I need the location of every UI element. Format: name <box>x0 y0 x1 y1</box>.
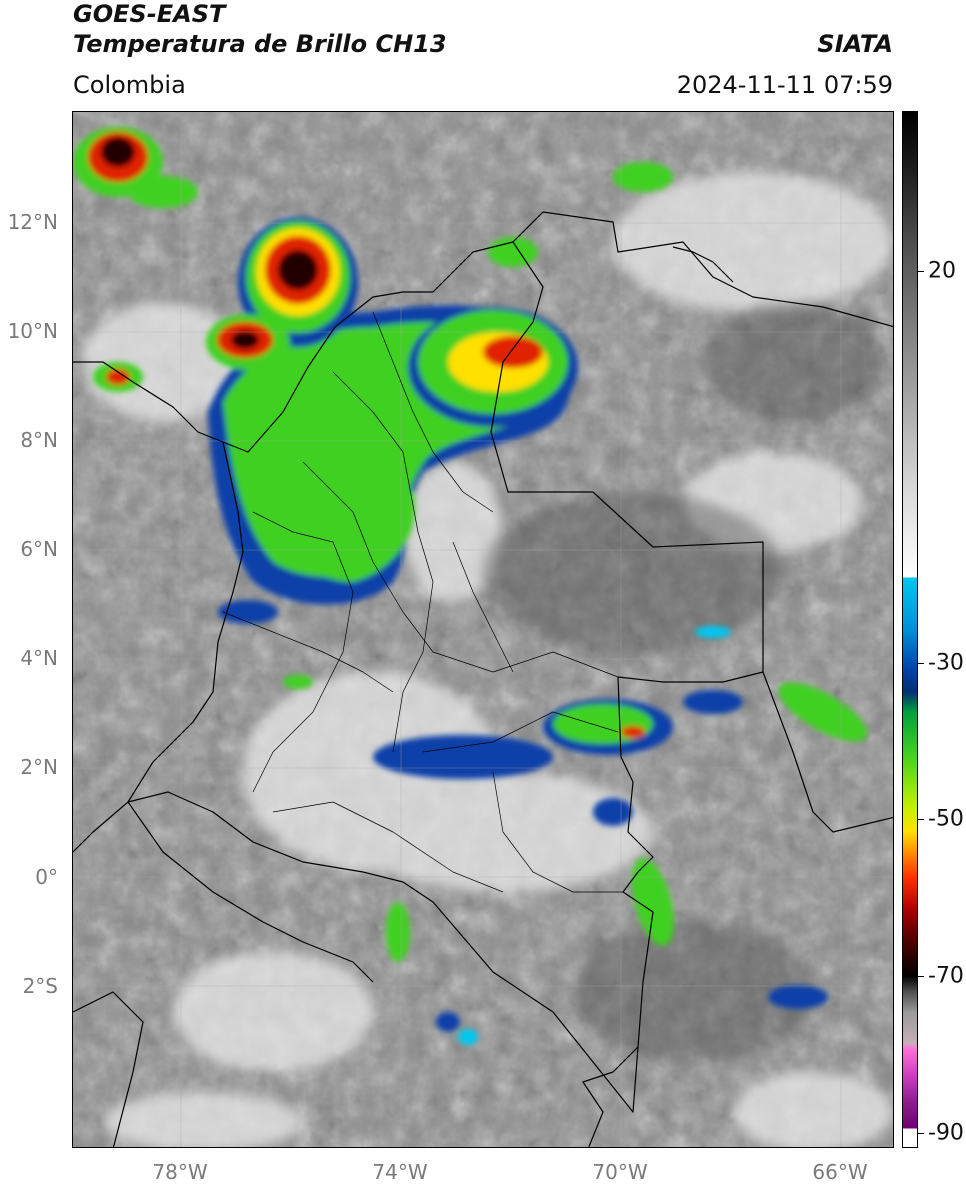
venezuela-border <box>512 211 893 328</box>
storm-west-core <box>231 331 259 349</box>
colorbar-label-minus90: -90 <box>928 1120 964 1146</box>
colombia-outline <box>127 241 764 1113</box>
internal-7 <box>372 311 494 513</box>
storm-carib <box>488 237 538 267</box>
satellite-title: GOES-EAST <box>73 0 226 28</box>
cloud-blue-2 <box>218 600 278 624</box>
colorbar-label-minus50: -50 <box>928 806 964 832</box>
brand-label: SIATA <box>817 30 893 58</box>
map-svg <box>73 112 893 1147</box>
lat-label-2n: 2°N <box>20 755 58 779</box>
colorbar-tick <box>918 819 924 820</box>
colorbar-label-minus70: -70 <box>928 963 964 989</box>
internal-2 <box>332 371 434 753</box>
timestamp-label: 2024-11-11 07:59 <box>676 71 893 99</box>
lat-label-12n: 12°N <box>7 210 58 234</box>
cloud-cyan-1 <box>458 1029 478 1045</box>
internal-8 <box>222 611 394 693</box>
storm-pan-red <box>106 369 130 385</box>
coast-ecuador <box>73 801 129 853</box>
satellite-map <box>72 111 894 1148</box>
storm-carib2 <box>613 162 673 192</box>
storm-north-core <box>278 250 318 290</box>
storm-east-green <box>553 704 653 744</box>
cloud-blue-4 <box>593 798 633 826</box>
colorbar-label-minus30: -30 <box>928 650 964 676</box>
cloud-cyan-2 <box>695 626 731 638</box>
colorbar-tick <box>918 663 924 664</box>
colorbar-tick <box>918 1133 924 1134</box>
storm-ne-red <box>483 336 543 368</box>
storm-nw2 <box>128 176 198 208</box>
cloud-blue-3 <box>683 690 743 714</box>
lon-label-66w: 66°W <box>812 1160 868 1184</box>
lat-label-10n: 10°N <box>7 319 58 343</box>
storm-east-red <box>621 726 645 738</box>
lon-label-78w: 78°W <box>152 1160 208 1184</box>
storm-east2 <box>778 682 868 742</box>
colorbar-label-20: 20 <box>928 258 956 284</box>
lat-label-2s: 2°S <box>22 974 58 998</box>
internal-1 <box>302 461 619 678</box>
venezuela-brazil <box>762 671 893 833</box>
cloud-blue-5 <box>768 985 828 1009</box>
country-borders <box>73 211 893 1147</box>
internal-3 <box>252 511 354 793</box>
internal-6 <box>492 771 623 893</box>
region-label: Colombia <box>73 71 186 99</box>
lon-label-70w: 70°W <box>592 1160 648 1184</box>
lat-label-8n: 8°N <box>20 428 58 452</box>
ecuador-west <box>73 991 144 1147</box>
storm-south-1 <box>632 858 674 946</box>
colorbar-tick <box>918 271 924 272</box>
lat-label-0: 0° <box>35 865 58 889</box>
cloud-blue-1 <box>373 735 553 779</box>
internal-5 <box>272 801 504 893</box>
caribbean-coast <box>672 246 734 283</box>
cluster-green-south <box>263 468 415 582</box>
panama <box>73 361 224 443</box>
lat-label-4n: 4°N <box>20 646 58 670</box>
product-title: Temperatura de Brillo CH13 <box>73 30 447 58</box>
storm-south-2 <box>386 902 410 962</box>
ecuador-peru <box>127 801 374 983</box>
storm-nw-core <box>101 137 135 167</box>
graticule <box>73 112 893 1147</box>
cloud-blue-7 <box>283 675 313 689</box>
light-clouds <box>83 172 893 1147</box>
peru-brazil <box>582 1046 639 1147</box>
colorbar-tick <box>918 976 924 977</box>
lon-label-74w: 74°W <box>372 1160 428 1184</box>
cloud-blue-6 <box>436 1012 460 1032</box>
temperature-colorbar <box>902 111 918 1148</box>
internal-9 <box>452 541 514 673</box>
internal-4 <box>422 711 619 753</box>
lat-label-6n: 6°N <box>20 537 58 561</box>
